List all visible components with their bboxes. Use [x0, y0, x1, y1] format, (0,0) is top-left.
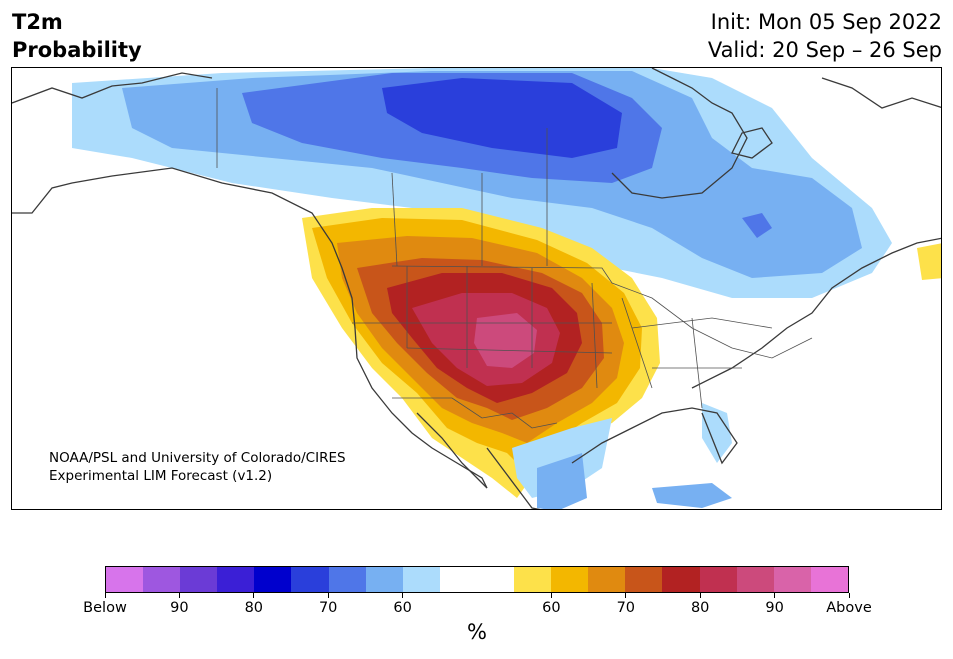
- colorbar-tick-label: Below: [83, 600, 127, 616]
- colorbar-segment: [699, 567, 737, 592]
- below-70-cuba: [652, 483, 732, 508]
- colorbar-segment: [328, 567, 366, 592]
- colorbar-tick: [402, 593, 404, 598]
- colorbar-tick-label: 60: [393, 600, 412, 616]
- credit-text: NOAA/PSL and University of Colorado/CIRE…: [49, 449, 346, 485]
- colorbar-tick: [104, 593, 106, 598]
- colorbar-tick: [774, 593, 776, 598]
- colorbar-segment: [106, 567, 144, 592]
- colorbar-segment: [217, 567, 255, 592]
- colorbar-segment: [365, 567, 403, 592]
- colorbar-tick-label: 80: [690, 600, 710, 616]
- coastlines: [12, 68, 941, 509]
- init-date: Init: Mon 05 Sep 2022: [710, 10, 942, 34]
- colorbar-tick: [625, 593, 627, 598]
- below-70-mexico: [537, 453, 587, 509]
- colorbar-segment: [254, 567, 292, 592]
- colorbar: [105, 566, 849, 593]
- colorbar-tick-label: 80: [244, 600, 264, 616]
- colorbar-segment: [810, 567, 848, 592]
- colorbar-tick: [550, 593, 552, 598]
- colorbar-segment: [514, 567, 552, 592]
- map-title: T2m Probability: [12, 8, 142, 64]
- colorbar-segment: [143, 567, 181, 592]
- colorbar-segment: [180, 567, 218, 592]
- colorbar-tick: [253, 593, 255, 598]
- colorbar-segment: [736, 567, 774, 592]
- colorbar-segment: [625, 567, 663, 592]
- colorbar-segment: [402, 567, 440, 592]
- colorbar-segment: [773, 567, 811, 592]
- below-90-region: [382, 78, 622, 158]
- colorbar-tick: [699, 593, 701, 598]
- title-line-2: Probability: [12, 38, 142, 62]
- colorbar-segment: [291, 567, 329, 592]
- above-120-region: [474, 313, 537, 368]
- colorbar-tick: [327, 593, 329, 598]
- colorbar-segment: [551, 567, 589, 592]
- unit-label: %: [467, 620, 487, 644]
- above-60-newfoundland: [917, 243, 941, 280]
- colorbar-segment: [662, 567, 700, 592]
- below-60-florida: [702, 403, 732, 463]
- colorbar-tick-label: 70: [616, 600, 636, 616]
- title-line-1: T2m: [12, 10, 63, 34]
- colorbar-segment: [588, 567, 626, 592]
- colorbar-tick-label: 70: [318, 600, 338, 616]
- colorbar-tick-label: 90: [765, 600, 784, 616]
- below-80-quebec: [742, 213, 772, 238]
- colorbar-segment: [476, 567, 515, 592]
- colorbar-tick: [178, 593, 180, 598]
- credit-line-1: NOAA/PSL and University of Colorado/CIRE…: [49, 450, 346, 466]
- valid-date: Valid: 20 Sep – 26 Sep: [707, 38, 942, 62]
- credit-line-2: Experimental LIM Forecast (v1.2): [49, 468, 273, 484]
- probability-map: [12, 68, 941, 509]
- colorbar-segment: [439, 567, 477, 592]
- date-info: Init: Mon 05 Sep 2022 Valid: 20 Sep – 26…: [708, 8, 942, 64]
- map-frame: [11, 67, 942, 510]
- colorbar-tick: [848, 593, 850, 598]
- colorbar-tick-label: 90: [170, 600, 189, 616]
- political-borders: [216, 88, 813, 429]
- colorbar-tick-label: Above: [826, 600, 872, 616]
- colorbar-tick-label: 60: [542, 600, 561, 616]
